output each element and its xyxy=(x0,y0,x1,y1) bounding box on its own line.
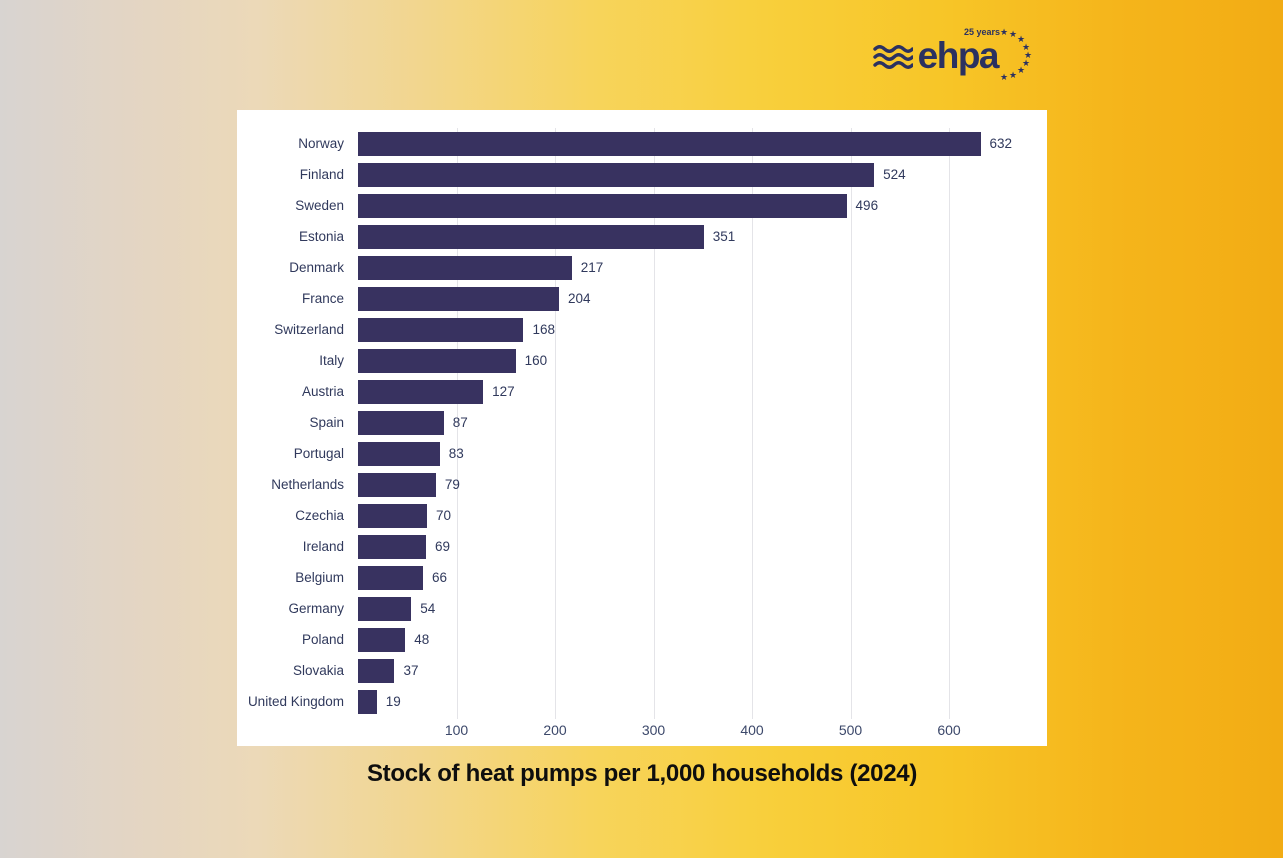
bar-row: Netherlands 79 xyxy=(237,469,1047,500)
x-tick-label: 100 xyxy=(444,722,469,738)
value-label: 70 xyxy=(435,508,451,523)
bar xyxy=(358,658,395,683)
bar-row: Estonia 351 xyxy=(237,221,1047,252)
bar-row: Italy 160 xyxy=(237,345,1047,376)
bar-row: United Kingdom 19 xyxy=(237,686,1047,717)
bar xyxy=(358,379,484,404)
gridline xyxy=(949,128,950,719)
gridline xyxy=(456,128,458,719)
bar-row: Belgium 66 xyxy=(237,562,1047,593)
value-label: 87 xyxy=(452,415,468,430)
value-label: 83 xyxy=(448,446,464,461)
value-label: 66 xyxy=(432,570,448,585)
bar-row: Slovakia 37 xyxy=(237,655,1047,686)
country-label: Denmark xyxy=(289,260,344,275)
x-tick-label: 500 xyxy=(838,722,863,738)
value-label: 69 xyxy=(434,539,450,554)
x-tick-label: 400 xyxy=(740,722,764,738)
x-tick-label: 600 xyxy=(937,722,961,738)
value-label: 19 xyxy=(385,694,401,709)
x-axis: 100 200 300 400 500 600 xyxy=(358,722,1047,742)
gridline xyxy=(555,128,556,719)
bar xyxy=(358,286,559,311)
bar xyxy=(358,503,427,528)
value-label: 79 xyxy=(444,477,460,492)
bar-row: Ireland 69 xyxy=(237,531,1047,562)
bar-row: Norway 632 xyxy=(237,128,1047,159)
chart-title: Stock of heat pumps per 1,000 households… xyxy=(366,760,918,787)
gridline xyxy=(850,128,852,719)
value-label: 48 xyxy=(414,632,430,647)
bar xyxy=(358,162,875,187)
bar-row: Austria 127 xyxy=(237,376,1047,407)
country-label: Netherlands xyxy=(271,477,344,492)
eu-stars-icon: ★ ★ ★ ★ ★ ★ ★ ★ ★ xyxy=(1000,27,1033,82)
value-label: 217 xyxy=(580,260,604,275)
country-label: Sweden xyxy=(295,198,344,213)
gridline xyxy=(752,128,753,719)
value-label: 632 xyxy=(989,136,1013,151)
country-label: France xyxy=(301,291,344,306)
bar-row: Germany 54 xyxy=(237,593,1047,624)
plot-gridlines xyxy=(358,128,1047,719)
bar xyxy=(358,596,412,621)
bar-row: Switzerland 168 xyxy=(237,314,1047,345)
bar xyxy=(358,472,436,497)
value-label: 496 xyxy=(855,198,879,213)
country-label: Finland xyxy=(299,167,344,182)
x-tick-label: 300 xyxy=(641,722,666,738)
bar xyxy=(358,689,377,714)
x-tick-label: 200 xyxy=(543,722,567,738)
value-label: 204 xyxy=(567,291,591,306)
value-label: 160 xyxy=(524,353,548,368)
bar xyxy=(358,317,524,342)
country-label: Switzerland xyxy=(274,322,344,337)
value-label: 54 xyxy=(420,601,436,616)
bar-row: Sweden 496 xyxy=(237,190,1047,221)
bar xyxy=(358,565,423,590)
bar-row: Spain 87 xyxy=(237,407,1047,438)
bar-row: Denmark 217 xyxy=(237,252,1047,283)
value-label: 168 xyxy=(532,322,555,337)
value-label: 351 xyxy=(712,229,736,244)
bar xyxy=(358,441,440,466)
waves-icon xyxy=(872,45,913,69)
logo-tagline-text: 25 years xyxy=(963,27,1000,37)
bar xyxy=(358,193,847,218)
bar-row: Portugal 83 xyxy=(237,438,1047,469)
country-label: Belgium xyxy=(295,570,344,585)
country-label: Czechia xyxy=(295,508,344,523)
value-label: 524 xyxy=(883,167,906,182)
bar xyxy=(358,534,426,559)
country-label: Italy xyxy=(319,353,344,368)
country-label: Spain xyxy=(309,415,344,430)
bar-row: Czechia 70 xyxy=(237,500,1047,531)
bar xyxy=(358,410,444,435)
country-label: Estonia xyxy=(298,229,344,244)
bar xyxy=(358,131,981,156)
logo-brand-text: ehpa xyxy=(917,35,1000,76)
ehpa-logo: ehpa 25 years ★ ★ ★ ★ ★ ★ ★ ★ ★ xyxy=(872,27,1033,82)
country-label: Austria xyxy=(301,384,344,399)
country-label: Slovakia xyxy=(292,663,344,678)
chart-card: Norway 632 Finland 524 Sweden 496 Estonia 351 De… xyxy=(237,110,1047,746)
bar xyxy=(358,255,572,280)
bar-row: Poland 48 xyxy=(237,624,1047,655)
bar xyxy=(358,627,406,652)
bar xyxy=(358,348,516,373)
country-label: Portugal xyxy=(293,446,344,461)
gridline xyxy=(653,128,655,719)
country-label: Ireland xyxy=(302,539,344,554)
bar-rows: Norway 632 Finland 524 Sweden 496 Estonia 351 De… xyxy=(237,128,1047,717)
value-label: 127 xyxy=(492,384,515,399)
country-label: Germany xyxy=(288,601,344,616)
bar-row: Finland 524 xyxy=(237,159,1047,190)
country-label: Poland xyxy=(301,632,344,647)
country-label: United Kingdom xyxy=(247,694,344,709)
value-label: 37 xyxy=(403,663,419,678)
country-label: Norway xyxy=(298,136,344,151)
bar xyxy=(358,224,704,249)
bar-row: France 204 xyxy=(237,283,1047,314)
